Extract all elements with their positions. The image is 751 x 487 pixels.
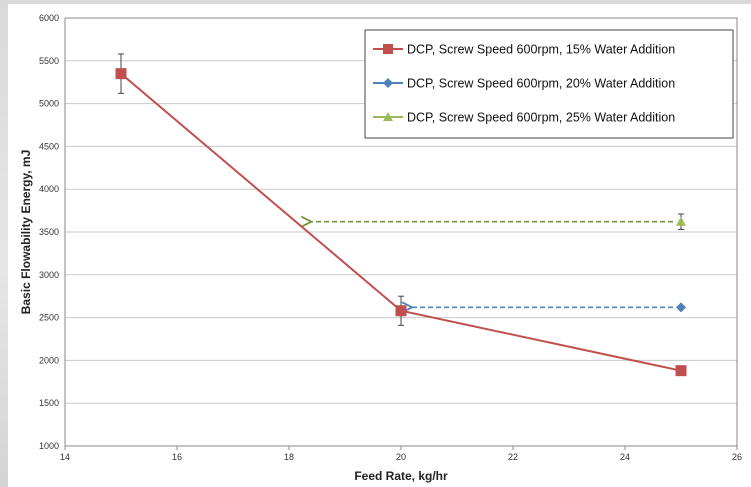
y-tick-label: 1000 <box>39 441 59 451</box>
data-point-triangle <box>676 217 686 226</box>
line-chart: 1000 1500 2000 2500 3000 3500 4000 4500 5000 5500… <box>8 4 751 487</box>
legend-label: DCP, Screw Speed 600rpm, 20% Water Addit… <box>407 77 675 91</box>
y-axis-title: Basic Flowability Energy, mJ <box>19 150 33 315</box>
x-axis-title: Feed Rate, kg/hr <box>354 469 448 483</box>
y-tick-label: 3500 <box>39 227 59 237</box>
y-tick-label: 5500 <box>39 56 59 66</box>
y-tick-label: 5000 <box>39 99 59 109</box>
x-tick-label: 18 <box>284 452 294 462</box>
x-tick-label: 24 <box>620 452 630 462</box>
legend-label: DCP, Screw Speed 600rpm, 15% Water Addit… <box>407 43 675 57</box>
y-tick-label: 3000 <box>39 270 59 280</box>
legend-entry: DCP, Screw Speed 600rpm, 20% Water Addit… <box>373 77 675 91</box>
y-tick-label: 4000 <box>39 184 59 194</box>
legend-label: DCP, Screw Speed 600rpm, 25% Water Addit… <box>407 111 675 125</box>
legend-entry: DCP, Screw Speed 600rpm, 15% Water Addit… <box>373 43 675 57</box>
data-point-square <box>676 365 687 376</box>
y-tick-label: 1500 <box>39 398 59 408</box>
y-tick-label: 2000 <box>39 355 59 365</box>
data-point-diamond <box>676 302 686 312</box>
series-group <box>676 302 686 312</box>
x-tick-label: 22 <box>508 452 518 462</box>
series-group <box>676 214 686 229</box>
data-point-square <box>383 44 393 54</box>
chart-frame: 1000 1500 2000 2500 3000 3500 4000 4500 5000 5500… <box>8 4 751 487</box>
x-tick-label: 16 <box>172 452 182 462</box>
x-tick-label: 20 <box>396 452 406 462</box>
x-tick-label: 26 <box>732 452 742 462</box>
y-tick-label: 2500 <box>39 313 59 323</box>
annotations <box>311 222 673 308</box>
data-point-square <box>396 305 407 316</box>
data-point-square <box>116 68 127 79</box>
x-tick-label: 14 <box>60 452 70 462</box>
y-tick-label: 4500 <box>39 141 59 151</box>
legend-entry: DCP, Screw Speed 600rpm, 25% Water Addit… <box>373 111 675 125</box>
legend: DCP, Screw Speed 600rpm, 15% Water Addit… <box>365 30 733 138</box>
y-tick-label: 6000 <box>39 13 59 23</box>
